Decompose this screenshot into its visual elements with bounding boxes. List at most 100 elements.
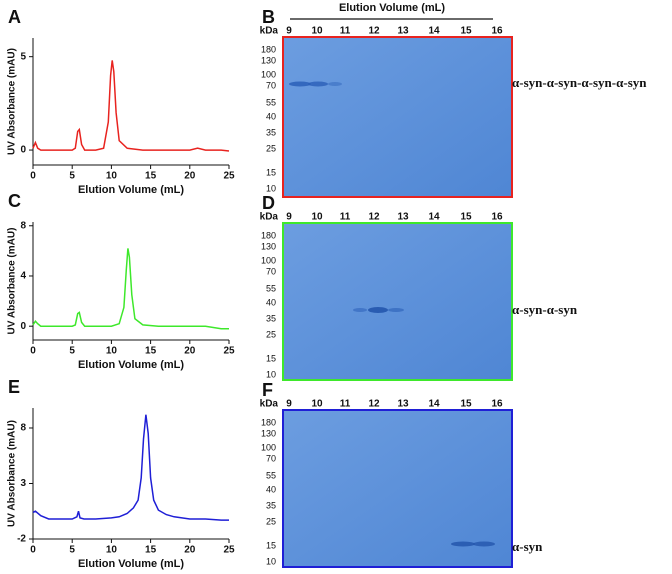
- y-tick-label: 0: [20, 321, 26, 332]
- x-tick-label: 5: [69, 346, 75, 357]
- x-tick-label: 5: [69, 545, 75, 556]
- band: [308, 81, 328, 87]
- marker-label: 130: [261, 428, 276, 438]
- kda-label: kDa: [260, 399, 279, 410]
- marker-label: 55: [266, 283, 276, 293]
- x-axis-label: Elution Volume (mL): [78, 558, 184, 570]
- marker-label: 40: [266, 484, 276, 494]
- panel-letter: E: [8, 377, 20, 397]
- lane-label: 9: [286, 399, 292, 410]
- band: [289, 81, 311, 87]
- y-tick-label: 4: [20, 271, 26, 282]
- y-tick-label: 3: [20, 478, 26, 489]
- kda-label: kDa: [260, 26, 279, 37]
- lane-label: 13: [397, 212, 409, 223]
- lane-label: 9: [286, 212, 292, 223]
- y-tick-label: 8: [20, 423, 26, 434]
- x-tick-label: 0: [30, 545, 36, 556]
- lane-label: 11: [340, 399, 351, 410]
- lane-label: 14: [428, 399, 440, 410]
- band: [388, 308, 404, 312]
- marker-label: 180: [261, 44, 276, 54]
- lane-label: 10: [311, 399, 323, 410]
- construct-label: α-syn-α-syn: [512, 302, 578, 317]
- x-tick-label: 15: [145, 346, 157, 357]
- lane-label: 15: [460, 26, 472, 37]
- x-tick-label: 10: [106, 346, 118, 357]
- lane-label: 10: [311, 212, 323, 223]
- band: [353, 308, 367, 312]
- marker-label: 10: [266, 183, 276, 193]
- trace: [32, 248, 229, 330]
- y-axis-label: UV Absorbance (mAU): [7, 48, 18, 155]
- gel: [282, 222, 513, 381]
- y-axis-label: UV Absorbance (mAU): [7, 228, 18, 335]
- panel-letter: A: [8, 7, 21, 27]
- marker-label: 70: [266, 80, 276, 90]
- lane-label: 13: [397, 26, 409, 37]
- marker-label: 15: [266, 167, 276, 177]
- x-tick-label: 10: [106, 171, 118, 182]
- lane-label: 13: [397, 399, 409, 410]
- lane-label: 11: [340, 26, 351, 37]
- y-tick-label: 5: [20, 51, 26, 62]
- band: [368, 307, 388, 313]
- marker-label: 130: [261, 55, 276, 65]
- lane-label: 14: [428, 212, 440, 223]
- x-tick-label: 15: [145, 545, 157, 556]
- x-tick-label: 10: [106, 545, 118, 556]
- marker-label: 40: [266, 111, 276, 121]
- bands: [289, 81, 495, 547]
- x-tick-label: 20: [184, 545, 196, 556]
- marker-label: 35: [266, 313, 276, 323]
- x-tick-label: 20: [184, 171, 196, 182]
- x-tick-label: 25: [223, 346, 235, 357]
- y-axis-label: UV Absorbance (mAU): [7, 420, 18, 527]
- lane-label: 15: [460, 212, 472, 223]
- marker-label: 10: [266, 556, 276, 566]
- x-tick-label: 20: [184, 346, 196, 357]
- gel: [282, 36, 513, 198]
- lane-label: 11: [340, 212, 351, 223]
- x-axis-label: Elution Volume (mL): [78, 184, 184, 196]
- y-tick-label: 8: [20, 220, 26, 231]
- lane-label: 12: [368, 212, 380, 223]
- lane-label: 12: [368, 26, 380, 37]
- lane-label: 15: [460, 399, 472, 410]
- lane-label: 16: [491, 212, 503, 223]
- marker-label: 180: [261, 230, 276, 240]
- x-tick-label: 0: [30, 171, 36, 182]
- x-tick-label: 15: [145, 171, 157, 182]
- marker-label: 40: [266, 297, 276, 307]
- kda-label: kDa: [260, 212, 279, 223]
- marker-label: 25: [266, 516, 276, 526]
- lane-label: 10: [311, 26, 323, 37]
- marker-label: 55: [266, 470, 276, 480]
- panel-letter: D: [262, 193, 275, 213]
- lane-label: 12: [368, 399, 380, 410]
- marker-label: 100: [261, 69, 276, 79]
- construct-label: α-syn: [512, 539, 543, 554]
- marker-label: 10: [266, 369, 276, 379]
- construct-label: α-syn-α-syn-α-syn-α-syn: [512, 75, 647, 90]
- lane-label: 16: [491, 399, 503, 410]
- band: [328, 82, 342, 86]
- marker-label: 15: [266, 540, 276, 550]
- marker-label: 35: [266, 500, 276, 510]
- marker-label: 25: [266, 329, 276, 339]
- marker-label: 70: [266, 266, 276, 276]
- trace: [32, 414, 229, 521]
- panel-letter: F: [262, 380, 273, 400]
- marker-label: 100: [261, 442, 276, 452]
- lane-label: 9: [286, 26, 292, 37]
- panel-letter: B: [262, 7, 275, 27]
- x-tick-label: 25: [223, 545, 235, 556]
- lane-label: 14: [428, 26, 440, 37]
- trace: [32, 60, 230, 152]
- lane-label: 16: [491, 26, 503, 37]
- band: [451, 541, 475, 547]
- x-tick-label: 25: [223, 171, 235, 182]
- marker-label: 25: [266, 143, 276, 153]
